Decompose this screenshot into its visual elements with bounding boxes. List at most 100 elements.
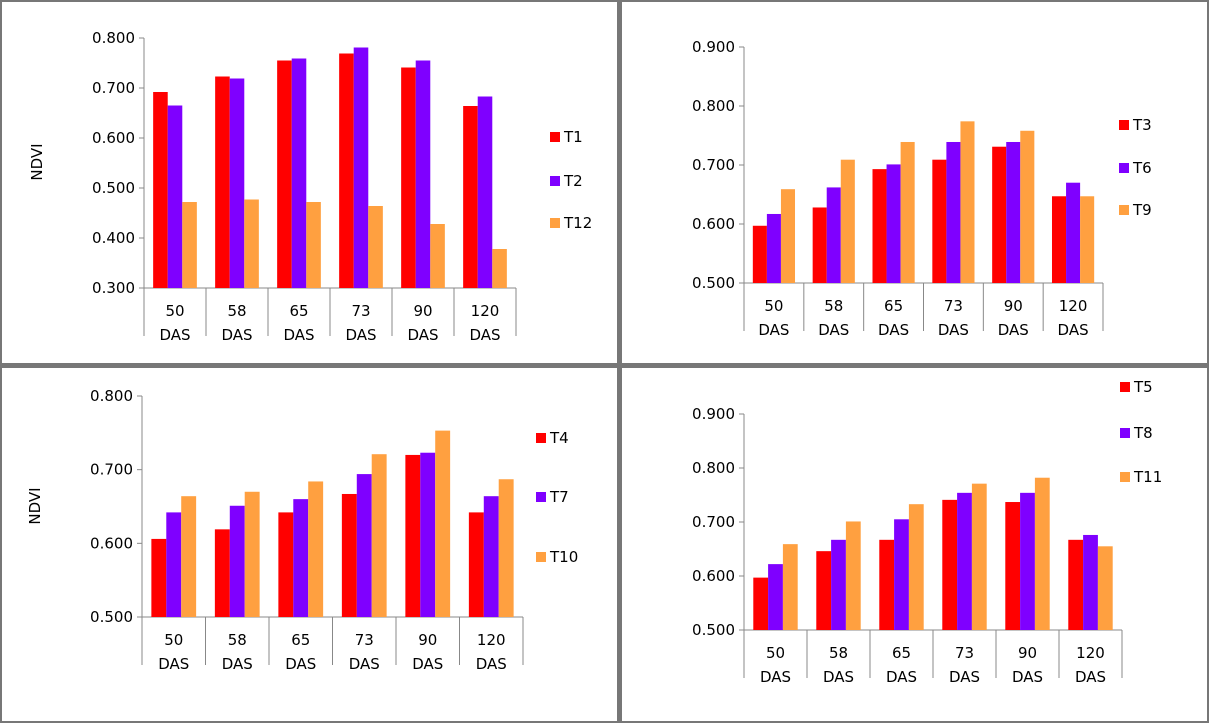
chart-panel-t5-t8-t11: 0.500 0.600 0.700 0.800 0.900 50 DAS 58 DAS 65 DAS…: [619, 365, 1209, 723]
legend-label: T11: [1133, 468, 1162, 486]
x-tick-label: 50: [764, 297, 783, 315]
bar-t2-3: [353, 47, 369, 288]
chart-svg: 0.500 0.600 0.700 0.800 50 DAS 58 DAS 65 DAS 73 DAS…: [26, 387, 578, 673]
bar-t1-0: [153, 92, 168, 288]
bar-t6-0: [766, 213, 781, 283]
bar-t11-4: [1034, 477, 1050, 630]
bar-t9-3: [960, 121, 975, 283]
x-tick-label: 90: [1018, 644, 1037, 662]
bar-t6-1: [826, 187, 841, 283]
x-tick-label: 58: [228, 631, 247, 649]
bar-t3-1: [812, 207, 827, 283]
x-tick-label: 65: [884, 297, 903, 315]
y-tick-label: 0.500: [692, 274, 735, 292]
bar-t11-1: [845, 521, 861, 630]
x-tick-label: 90: [418, 631, 437, 649]
bar-t4-4: [405, 454, 421, 617]
bar-t1-5: [463, 106, 478, 288]
x-tick-label: 73: [955, 644, 974, 662]
bar-t10-1: [244, 491, 260, 617]
x-tick-label: DAS: [878, 321, 909, 339]
bar-t7-0: [166, 512, 182, 617]
bar-t4-2: [278, 512, 294, 617]
bar-t1-4: [401, 67, 416, 288]
x-tick-label: DAS: [222, 655, 253, 673]
bar-t3-4: [992, 146, 1007, 283]
bar-t9-0: [780, 189, 796, 283]
x-tick-label: 73: [351, 302, 370, 320]
x-tick-label: DAS: [758, 321, 789, 339]
legend-swatch: [1120, 382, 1130, 392]
x-tick-label: DAS: [823, 668, 854, 686]
bar-t8-5: [1083, 534, 1098, 630]
x-tick-label: 58: [227, 302, 246, 320]
legend-label: T6: [1132, 159, 1152, 177]
x-tick-label: 90: [413, 302, 432, 320]
x-tick-label: 50: [165, 302, 184, 320]
bar-t5-4: [1005, 502, 1021, 630]
legend-swatch: [536, 552, 546, 562]
bar-t10-0: [181, 496, 197, 617]
x-tick-label: DAS: [469, 326, 500, 344]
x-tick-label: 65: [291, 631, 310, 649]
legend-label: T8: [1133, 424, 1153, 442]
y-tick-label: 0.500: [90, 608, 133, 626]
y-tick-label: 0.800: [90, 387, 133, 405]
x-tick-label: DAS: [1075, 668, 1106, 686]
bar-t11-2: [908, 504, 924, 630]
bar-t4-0: [151, 538, 167, 617]
legend-swatch: [1119, 163, 1129, 173]
bar-t11-0: [782, 544, 798, 630]
y-tick-label: 0.900: [692, 405, 735, 423]
y-axis-label: NDVI: [26, 487, 44, 524]
bar-t7-4: [420, 452, 436, 617]
x-tick-label: 65: [289, 302, 308, 320]
x-tick-label: DAS: [158, 655, 189, 673]
x-tick-label: 73: [355, 631, 374, 649]
y-tick-label: 0.600: [692, 567, 735, 585]
x-tick-label: 65: [892, 644, 911, 662]
legend-label: T1: [563, 128, 583, 146]
x-tick-label: DAS: [1058, 321, 1089, 339]
chart-svg: 0.500 0.600 0.700 0.800 0.900 50 DAS 58 DAS 65 DAS…: [692, 378, 1162, 686]
x-tick-label: DAS: [283, 326, 314, 344]
x-tick-label: 50: [766, 644, 785, 662]
bar-t1-1: [215, 76, 230, 288]
bar-t12-0: [182, 202, 197, 288]
legend-label: T9: [1132, 201, 1152, 219]
x-tick-label: 73: [944, 297, 963, 315]
x-tick-label: 120: [1076, 644, 1105, 662]
bar-t3-3: [932, 159, 947, 283]
x-tick-label: DAS: [159, 326, 190, 344]
legend-swatch: [550, 176, 560, 186]
bar-t12-1: [244, 199, 259, 288]
y-tick-label: 0.800: [92, 29, 135, 47]
x-tick-label: DAS: [818, 321, 849, 339]
x-tick-label: DAS: [285, 655, 316, 673]
y-tick-label: 0.600: [692, 215, 735, 233]
legend-swatch: [1120, 428, 1130, 438]
bar-t10-5: [498, 479, 514, 617]
bar-t4-1: [214, 529, 230, 617]
legend-swatch: [1120, 472, 1130, 482]
chart-panel-t4-t7-t10: 0.500 0.600 0.700 0.800 50 DAS 58 DAS 65 DAS 73 DAS…: [0, 365, 619, 723]
chart-svg: 0.500 0.600 0.700 0.800 0.900 50 DAS 58 DAS 65 DAS…: [692, 38, 1152, 339]
bar-t8-1: [831, 539, 846, 630]
legend-label: T2: [563, 172, 583, 190]
legend-swatch: [1119, 205, 1129, 215]
legend-swatch: [550, 218, 560, 228]
bar-t8-4: [1020, 492, 1035, 630]
x-tick-label: DAS: [949, 668, 980, 686]
bar-t6-5: [1066, 182, 1081, 283]
x-tick-label: DAS: [886, 668, 917, 686]
x-tick-label: 58: [824, 297, 843, 315]
y-tick-label: 0.700: [692, 513, 735, 531]
x-tick-label: DAS: [760, 668, 791, 686]
bar-t7-5: [483, 496, 499, 617]
bar-t9-4: [1020, 130, 1035, 283]
x-tick-label: DAS: [221, 326, 252, 344]
y-tick-label: 0.800: [692, 459, 735, 477]
bar-t3-0: [752, 225, 767, 283]
bar-t6-4: [1006, 141, 1021, 283]
bar-t3-5: [1051, 196, 1067, 283]
